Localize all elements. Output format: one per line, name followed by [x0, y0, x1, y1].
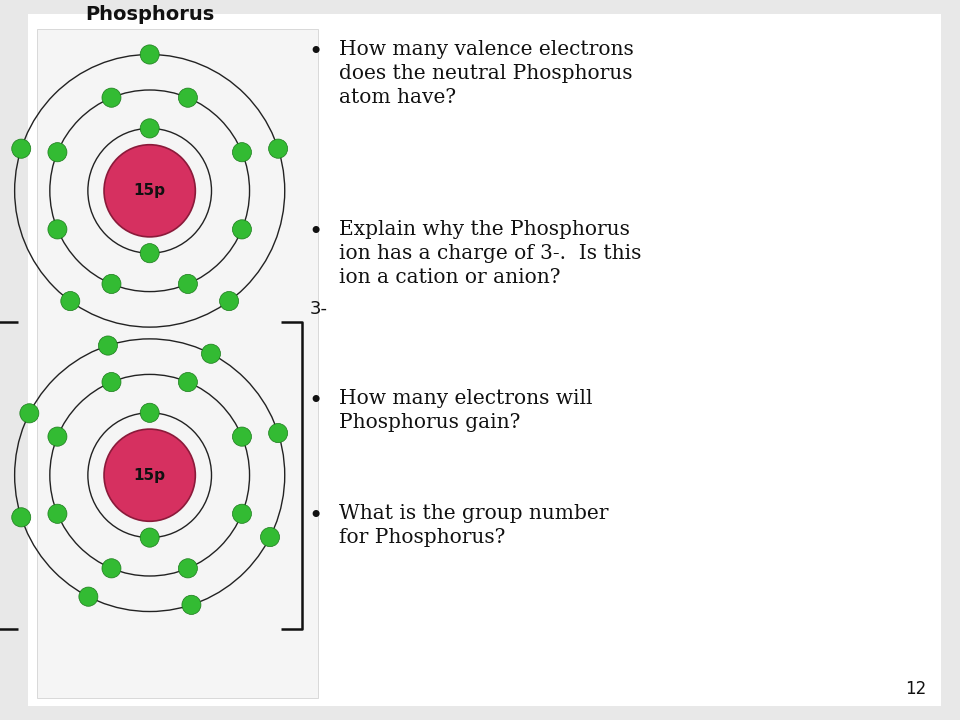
Ellipse shape	[260, 528, 279, 546]
Ellipse shape	[102, 372, 121, 392]
Text: •: •	[308, 389, 323, 413]
Ellipse shape	[202, 344, 221, 364]
Text: Phosphorus: Phosphorus	[85, 5, 214, 24]
Ellipse shape	[179, 274, 198, 294]
Ellipse shape	[179, 372, 198, 392]
Text: Explain why the Phosphorus
ion has a charge of 3-.  Is this
ion a cation or anio: Explain why the Phosphorus ion has a cha…	[339, 220, 641, 287]
Ellipse shape	[12, 508, 31, 527]
Ellipse shape	[140, 528, 159, 547]
Ellipse shape	[181, 595, 201, 614]
Ellipse shape	[102, 274, 121, 294]
Ellipse shape	[104, 429, 195, 521]
Ellipse shape	[102, 559, 121, 578]
Ellipse shape	[102, 88, 121, 107]
Text: •: •	[308, 220, 323, 243]
Ellipse shape	[140, 243, 159, 263]
Text: •: •	[308, 504, 323, 528]
Ellipse shape	[232, 220, 252, 239]
FancyBboxPatch shape	[28, 14, 941, 706]
FancyBboxPatch shape	[37, 29, 318, 698]
Ellipse shape	[232, 504, 252, 523]
Ellipse shape	[20, 404, 38, 423]
Text: •: •	[308, 40, 323, 63]
Ellipse shape	[48, 220, 67, 239]
Text: How many valence electrons
does the neutral Phosphorus
atom have?: How many valence electrons does the neut…	[339, 40, 634, 107]
Ellipse shape	[99, 336, 117, 355]
Text: 15p: 15p	[133, 184, 166, 198]
Text: What is the group number
for Phosphorus?: What is the group number for Phosphorus?	[339, 504, 609, 547]
Text: 12: 12	[905, 680, 926, 698]
Ellipse shape	[179, 88, 198, 107]
Ellipse shape	[232, 143, 252, 162]
Ellipse shape	[220, 292, 239, 311]
Ellipse shape	[79, 587, 98, 606]
Text: 3-: 3-	[309, 300, 327, 318]
Ellipse shape	[140, 45, 159, 64]
Ellipse shape	[232, 427, 252, 446]
Ellipse shape	[60, 292, 80, 311]
Ellipse shape	[48, 504, 67, 523]
Ellipse shape	[140, 119, 159, 138]
Ellipse shape	[48, 143, 67, 162]
Text: 15p: 15p	[133, 468, 166, 482]
Ellipse shape	[48, 427, 67, 446]
Ellipse shape	[269, 423, 288, 443]
Ellipse shape	[179, 559, 198, 578]
Ellipse shape	[104, 145, 195, 237]
Ellipse shape	[269, 139, 288, 158]
Text: How many electrons will
Phosphorus gain?: How many electrons will Phosphorus gain?	[339, 389, 592, 432]
Ellipse shape	[12, 139, 31, 158]
Ellipse shape	[140, 403, 159, 423]
